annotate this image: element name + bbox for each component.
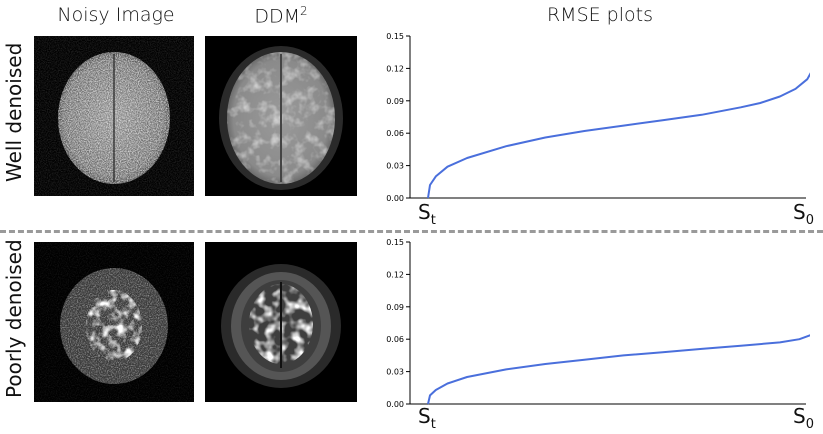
header-ddm-text: DDM [254, 5, 300, 28]
y-tick-label: 0.00 [386, 194, 404, 203]
y-tick-label: 0.15 [386, 238, 404, 247]
ddm2-brain-image-poor [205, 242, 357, 402]
x-tick-start-poor: St [418, 404, 436, 432]
y-tick-label: 0.03 [386, 162, 404, 171]
x-tick-end-well-base: S [793, 200, 806, 224]
x-tick-start-well-sub: t [430, 213, 436, 228]
row-divider [0, 230, 823, 233]
rmse-series-line [427, 334, 810, 405]
noisy-brain-image-well [34, 36, 194, 196]
y-tick-label: 0.06 [386, 129, 404, 138]
rmse-chart-poorly-denoised: 0.00 0.03 0.06 0.09 0.12 0.15 [386, 238, 810, 409]
header-noisy-image: Noisy Image [57, 4, 175, 26]
rmse-series-line [427, 72, 810, 199]
rmse-chart-well-denoised: 0.00 0.03 0.06 0.09 0.12 0.15 [386, 32, 810, 203]
header-ddm-superscript: 2 [300, 4, 308, 18]
y-tick-label: 0.03 [386, 368, 404, 377]
x-tick-start-poor-sub: t [430, 417, 436, 432]
x-tick-start-well: St [418, 200, 436, 228]
x-tick-end-well-sub: 0 [805, 213, 814, 228]
y-tick-label: 0.06 [386, 335, 404, 344]
x-tick-start-poor-base: S [418, 404, 431, 428]
x-tick-end-well: S0 [793, 200, 814, 228]
row-label-poorly-denoised: Poorly denoised [2, 239, 26, 398]
header-rmse-plots: RMSE plots [546, 4, 653, 26]
x-tick-start-well-base: S [418, 200, 431, 224]
header-ddm2: DDM2 [205, 4, 357, 27]
x-tick-end-poor-base: S [793, 404, 806, 428]
row-label-well-denoised: Well denoised [2, 42, 26, 182]
y-tick-label: 0.15 [386, 32, 404, 41]
y-tick-label: 0.09 [386, 97, 404, 106]
ddm2-brain-image-well [205, 36, 357, 196]
y-tick-label: 0.12 [386, 270, 404, 279]
axes-frame [409, 36, 806, 199]
x-tick-end-poor: S0 [793, 404, 814, 432]
x-tick-end-poor-sub: 0 [805, 417, 814, 432]
y-tick-label: 0.09 [386, 303, 404, 312]
y-tick-label: 0.00 [386, 400, 404, 409]
noisy-brain-image-poor [34, 242, 194, 402]
axes-frame [409, 242, 806, 405]
y-tick-label: 0.12 [386, 64, 404, 73]
